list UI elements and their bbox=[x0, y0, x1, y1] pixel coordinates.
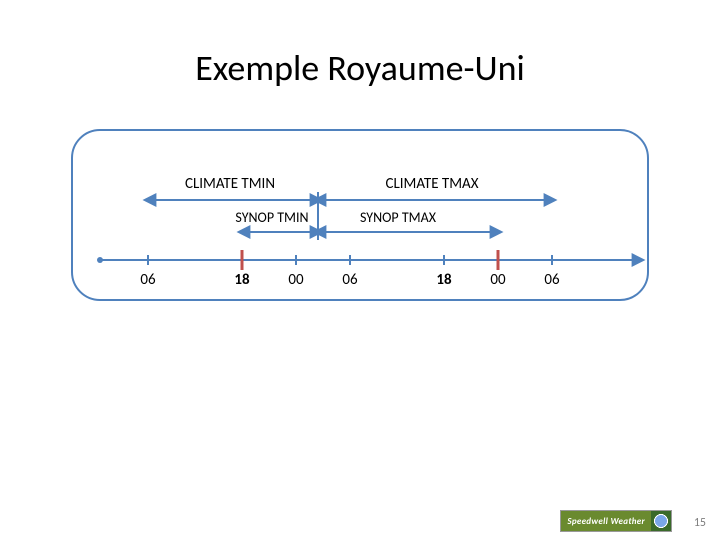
tick-label: 06 bbox=[544, 271, 560, 289]
tick-label: 00 bbox=[490, 271, 506, 289]
tick-label: 06 bbox=[342, 271, 358, 289]
tick-label: 18 bbox=[436, 271, 452, 289]
speedwell-logo: Speedwell Weather bbox=[560, 510, 672, 532]
timeline-diagram: 06 18 00 06 18 00 06 CLIMATE TMIN CLIMATE TMAX SY… bbox=[0, 0, 720, 540]
tick-label: 06 bbox=[140, 271, 156, 289]
page-number: 15 bbox=[694, 516, 706, 530]
range-label: SYNOP TMAX bbox=[360, 209, 437, 226]
tick-label: 00 bbox=[288, 271, 304, 289]
range-label: CLIMATE TMIN bbox=[185, 175, 275, 193]
timeline-start-dot bbox=[97, 257, 103, 263]
range-label: CLIMATE TMAX bbox=[385, 175, 478, 193]
range-label: SYNOP TMIN bbox=[235, 209, 308, 226]
tick-label: 18 bbox=[234, 271, 250, 289]
logo-brand-text: Speedwell Weather bbox=[561, 511, 651, 531]
logo-flower-icon bbox=[651, 511, 671, 531]
